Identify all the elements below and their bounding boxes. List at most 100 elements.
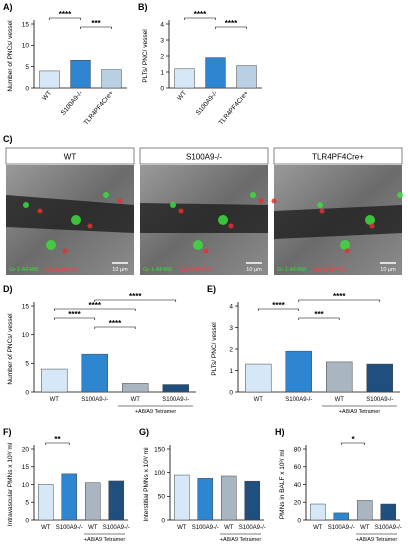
y-axis-label: Intravascular PMNs x 10³/ ml bbox=[7, 442, 14, 526]
significance-label: ** bbox=[54, 435, 61, 444]
panel-label: A) bbox=[3, 2, 13, 12]
image-title: TLR4PF4Cre+ bbox=[312, 153, 364, 162]
x-tick-label: WT bbox=[41, 90, 53, 102]
scale-label: 10 µm bbox=[246, 267, 262, 273]
significance-bracket bbox=[94, 299, 177, 302]
vessel-lumen bbox=[6, 195, 134, 233]
x-tick-label: WT bbox=[50, 397, 60, 403]
cell-red bbox=[87, 223, 93, 229]
y-axis-label: PMNs in BALF x 10³/ ml bbox=[279, 449, 286, 519]
bar bbox=[173, 474, 190, 521]
y-tick-label: 2 bbox=[229, 346, 233, 353]
x-tick-label: WT bbox=[41, 525, 51, 531]
bar bbox=[245, 363, 272, 393]
y-tick-label: 0 bbox=[297, 517, 301, 524]
bar bbox=[70, 60, 91, 89]
panel-label: C) bbox=[3, 134, 13, 144]
x-tick-label: S100A9-/- bbox=[60, 90, 84, 117]
cell-red bbox=[344, 248, 350, 254]
y-tick-label: 50 bbox=[158, 494, 166, 501]
panel-label: B) bbox=[138, 2, 148, 12]
significance-label: * bbox=[351, 435, 355, 444]
x-tick-label: S100A9-/- bbox=[239, 525, 266, 531]
y-tick-label: 5 bbox=[25, 361, 29, 368]
y-tick-label: 1 bbox=[229, 368, 233, 375]
cell-red bbox=[178, 208, 184, 214]
bar bbox=[366, 363, 393, 393]
y-tick-label: 10 bbox=[22, 43, 30, 50]
significance-bracket bbox=[298, 299, 381, 302]
x-tick-label: S100A9-/- bbox=[375, 525, 402, 531]
y-axis-label: PLTs/ PNC/ vessel bbox=[142, 29, 149, 83]
significance-label: **** bbox=[89, 301, 102, 310]
y-axis-label: PLTs/ PNC/ vessel bbox=[211, 322, 218, 376]
y-tick-label: 0 bbox=[25, 389, 29, 396]
cell-red bbox=[117, 198, 123, 204]
significance-label: **** bbox=[225, 19, 238, 28]
cell-red bbox=[37, 208, 43, 214]
image-title: WT bbox=[64, 153, 77, 162]
x-tick-label: TLR4PF4Cre+ bbox=[218, 90, 251, 127]
y-tick-label: 5 bbox=[25, 64, 29, 71]
significance-bracket bbox=[340, 442, 366, 445]
y-tick-label: 2 bbox=[160, 53, 164, 60]
significance-label: *** bbox=[91, 19, 101, 28]
bar bbox=[326, 361, 353, 393]
significance-bracket bbox=[49, 17, 81, 20]
x-tick-label: S100A9-/- bbox=[195, 90, 219, 117]
x-tick-label: WT bbox=[88, 525, 98, 531]
significance-label: *** bbox=[314, 310, 324, 319]
stain-green: Gr-1-AF488 bbox=[9, 267, 38, 273]
stain-green: Gr-1-AF488 bbox=[143, 267, 172, 273]
y-tick-label: 5 bbox=[25, 500, 29, 507]
x-tick-label: WT bbox=[360, 525, 370, 531]
cell-green bbox=[103, 192, 109, 198]
y-axis-label: Interstitial PMNs x 10³/ ml bbox=[143, 447, 150, 522]
significance-label: **** bbox=[59, 10, 72, 19]
bar bbox=[333, 512, 350, 521]
bar bbox=[162, 384, 189, 393]
y-tick-label: 60 bbox=[294, 464, 302, 471]
cell-green bbox=[397, 192, 403, 198]
y-tick-label: 15 bbox=[22, 464, 30, 471]
significance-bracket bbox=[215, 26, 247, 29]
significance-bracket bbox=[94, 326, 136, 329]
bar bbox=[174, 68, 195, 89]
y-axis-label: Number of PNCs/ vessel bbox=[7, 20, 14, 92]
bar bbox=[41, 368, 68, 393]
y-tick-label: 0 bbox=[229, 389, 233, 396]
y-tick-label: 40 bbox=[294, 482, 302, 489]
cell-red bbox=[258, 198, 264, 204]
bar bbox=[197, 478, 214, 521]
significance-bracket bbox=[53, 308, 136, 311]
x-tick-label: WT bbox=[313, 525, 323, 531]
y-axis-label: Number of PNCs/ vessel bbox=[7, 313, 14, 385]
x-tick-label: WT bbox=[131, 397, 141, 403]
bar bbox=[101, 69, 122, 89]
vessel-lumen bbox=[274, 205, 402, 239]
significance-bracket bbox=[184, 17, 216, 20]
x-tick-label: WT bbox=[224, 525, 234, 531]
x-tick-label: S100A9-/- bbox=[56, 525, 83, 531]
cell-green bbox=[23, 202, 29, 208]
stain-green: Gr-1-AF488 bbox=[277, 267, 306, 273]
x-tick-label: WT bbox=[335, 397, 345, 403]
y-tick-label: 10 bbox=[22, 332, 30, 339]
y-tick-label: 1 bbox=[160, 69, 164, 76]
group-label: +A8/A9 Tetramer bbox=[220, 537, 261, 543]
cell-green bbox=[317, 202, 323, 208]
significance-label: **** bbox=[272, 301, 285, 310]
x-tick-label: S100A9-/- bbox=[285, 397, 312, 403]
image-title-box bbox=[273, 147, 403, 165]
bar bbox=[205, 57, 226, 89]
x-tick-label: WT bbox=[254, 397, 264, 403]
y-tick-label: 100 bbox=[154, 470, 165, 477]
bar bbox=[285, 350, 312, 393]
image-title-box bbox=[5, 147, 135, 165]
bar bbox=[380, 503, 397, 521]
significance-label: **** bbox=[333, 292, 346, 301]
cell-red bbox=[369, 223, 375, 229]
significance-bracket bbox=[45, 442, 70, 445]
bar bbox=[220, 475, 237, 521]
